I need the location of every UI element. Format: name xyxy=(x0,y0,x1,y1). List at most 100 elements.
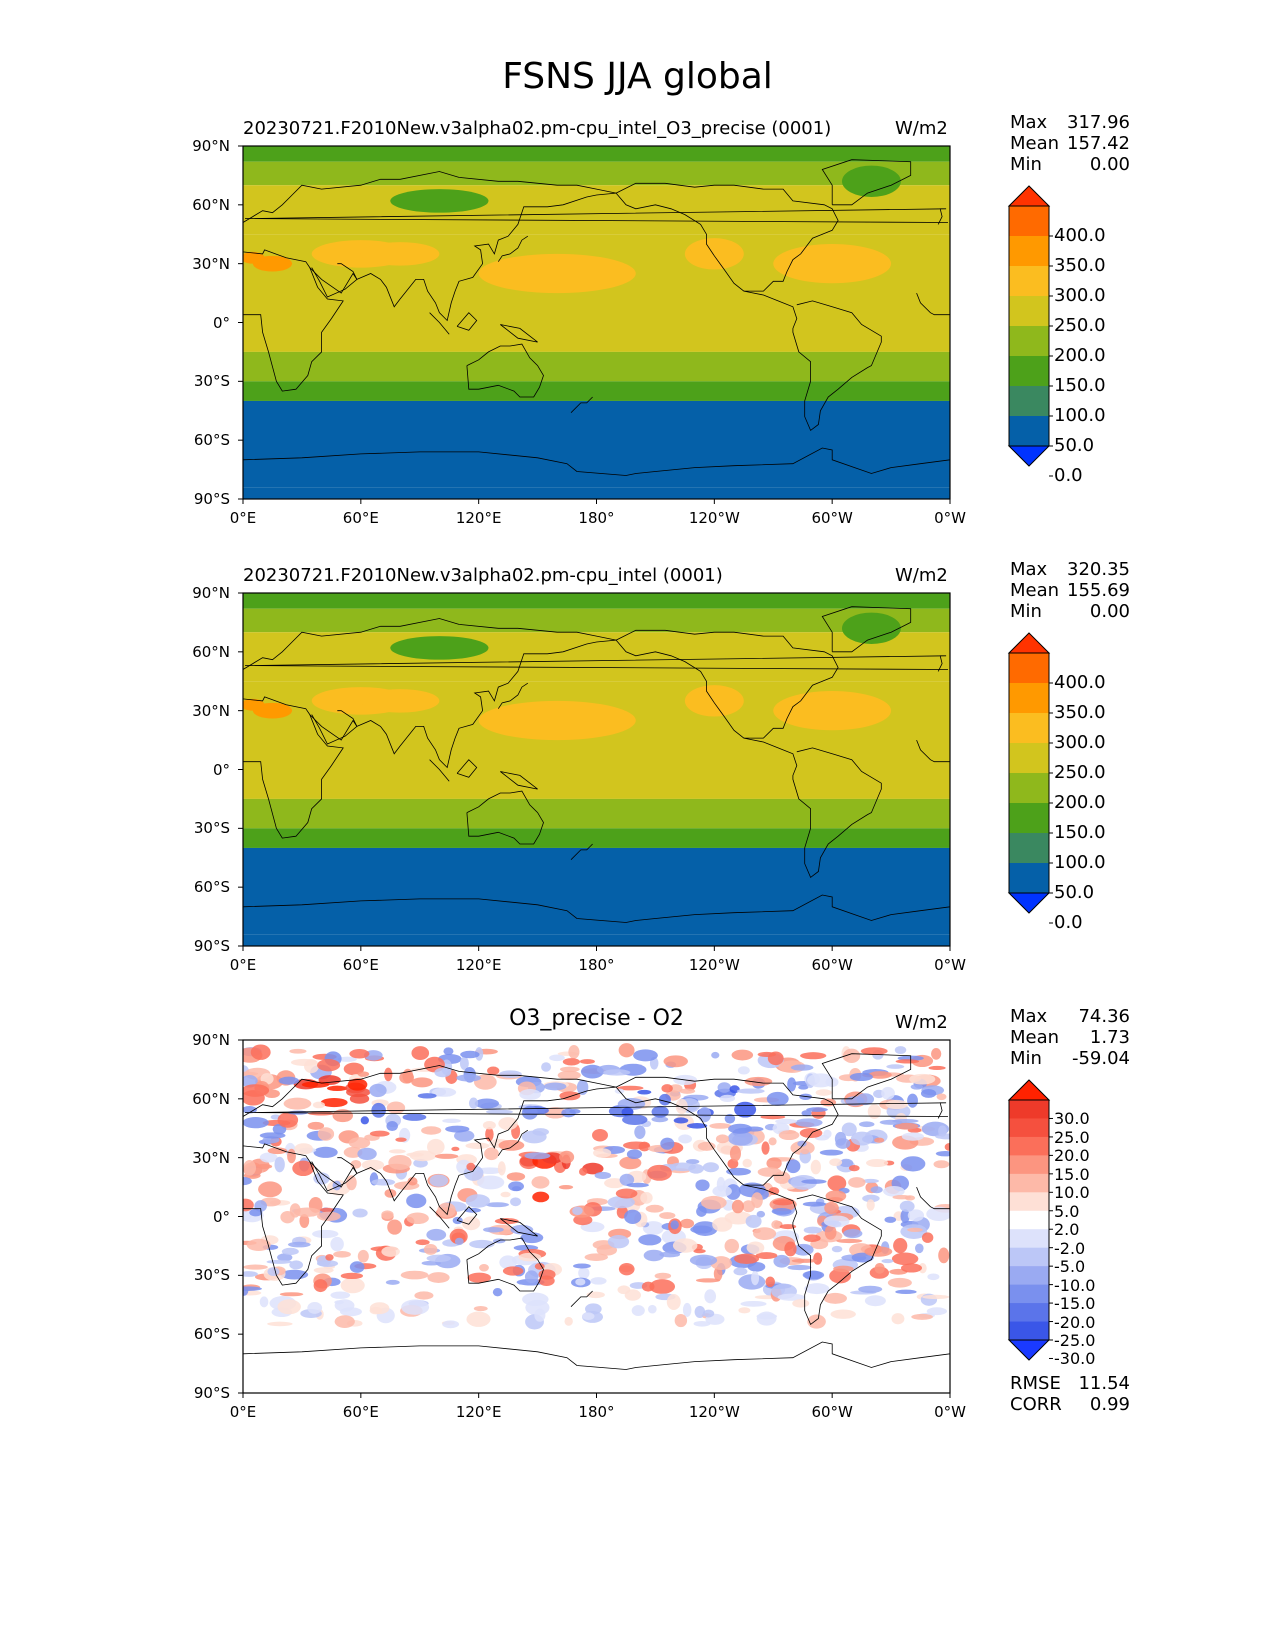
coastline xyxy=(916,739,950,763)
colorbar-segment xyxy=(1009,1192,1049,1212)
field-patch xyxy=(290,1058,318,1066)
field-patch xyxy=(823,1215,850,1228)
field-patch xyxy=(862,1194,880,1203)
colorbar-segment xyxy=(1009,1118,1049,1138)
colorbar-label: -10.0 xyxy=(1054,1275,1096,1295)
field-patch xyxy=(884,1216,897,1223)
panel-title: 20230721.F2010New.v3alpha02.pm-cpu_intel… xyxy=(243,565,723,586)
field-patch xyxy=(541,1062,552,1072)
field-patch xyxy=(819,1149,844,1156)
field-patch xyxy=(524,1270,539,1284)
field-patch xyxy=(386,1121,398,1132)
field-patch xyxy=(317,1059,341,1072)
field-patch xyxy=(267,1321,293,1327)
field-patch xyxy=(874,1262,885,1274)
lon-tick-label: 0°W xyxy=(934,956,966,974)
field-patch xyxy=(590,1277,607,1285)
field-patch xyxy=(519,1089,541,1100)
colorbar-segment xyxy=(1009,1100,1049,1119)
field-patch xyxy=(729,1145,741,1162)
field-patch xyxy=(747,1261,766,1272)
stat-value: 155.69 xyxy=(1067,580,1130,601)
field-patch xyxy=(660,1137,675,1150)
lat-tick-label: 0° xyxy=(212,313,230,332)
field-patch xyxy=(381,1210,394,1220)
field-patch xyxy=(797,1140,807,1147)
colorbar-segment xyxy=(1009,356,1049,387)
field-patch xyxy=(573,1214,593,1226)
field-patch xyxy=(384,1067,393,1082)
colorbar-segment xyxy=(1009,713,1049,744)
field-patch xyxy=(910,1084,924,1090)
field-patch xyxy=(485,1109,513,1115)
field-patch xyxy=(498,1117,518,1131)
field-patch xyxy=(454,1129,475,1142)
colorbar-segment xyxy=(1009,1303,1049,1323)
field-band xyxy=(243,487,950,499)
field-patch xyxy=(465,1194,490,1208)
field-patch xyxy=(467,1272,492,1283)
lat-tick-label: 90°S xyxy=(193,937,230,955)
lat-tick-label: 30°N xyxy=(192,1148,230,1167)
colorbar-label: 400.0 xyxy=(1054,225,1106,246)
field-patch xyxy=(733,1267,748,1276)
lon-tick-label: 120°E xyxy=(455,1403,502,1421)
coastline xyxy=(429,1206,450,1229)
lon-tick-label: 0°E xyxy=(229,956,257,974)
colorbar-label: -20.0 xyxy=(1054,1312,1096,1332)
field-patch xyxy=(320,1207,335,1213)
colorbar-label: 50.0 xyxy=(1054,435,1095,456)
coastline xyxy=(243,171,617,223)
field-patch xyxy=(894,1046,907,1055)
field-patch xyxy=(663,1055,688,1068)
field-patch xyxy=(701,1195,727,1210)
field-patch xyxy=(429,1174,449,1187)
colorbar-label: 150.0 xyxy=(1054,822,1106,843)
lon-tick-label: 0°W xyxy=(934,509,966,527)
stat-label: Mean xyxy=(1010,133,1060,154)
field-patch xyxy=(862,1178,879,1184)
field-patch xyxy=(349,1093,370,1104)
lat-tick-label: 30°S xyxy=(193,372,230,391)
stat-value: 157.42 xyxy=(1067,133,1130,154)
field-patch xyxy=(407,1177,418,1186)
field-patch xyxy=(651,1116,669,1123)
field-patch xyxy=(352,1208,368,1218)
field-patch xyxy=(559,1150,575,1164)
field-patch xyxy=(827,1175,847,1192)
coastline xyxy=(570,1290,593,1307)
lon-tick-label: 60°E xyxy=(342,1403,379,1421)
field-patch xyxy=(712,1185,732,1197)
coastline xyxy=(916,1186,950,1210)
stat-label: Min xyxy=(1010,601,1042,622)
field-patch xyxy=(843,1229,863,1239)
field-patch xyxy=(521,1105,538,1120)
field-patch xyxy=(768,1187,780,1195)
field-patch xyxy=(777,1293,805,1301)
colorbar-label: -15.0 xyxy=(1054,1294,1096,1314)
field-patch xyxy=(531,1176,550,1189)
field-patch xyxy=(830,1309,856,1319)
field-patch xyxy=(702,1162,719,1173)
field-patch xyxy=(641,1281,655,1292)
coastline xyxy=(309,192,617,322)
field-patch xyxy=(332,1109,354,1123)
colorbar-segment xyxy=(1009,266,1049,297)
field-patch xyxy=(775,1118,797,1125)
field-patch xyxy=(615,1188,638,1199)
field-patch xyxy=(689,1254,718,1266)
field-band xyxy=(243,185,950,235)
field-patch xyxy=(617,1097,646,1110)
field-band xyxy=(243,608,950,633)
field-patch xyxy=(400,1270,429,1280)
field-patch xyxy=(289,1260,304,1270)
field-patch xyxy=(388,1154,412,1170)
colorbar-segment xyxy=(1009,296,1049,327)
field-patch xyxy=(532,1191,550,1203)
field-patch xyxy=(654,1272,672,1280)
colorbar-label: 25.0 xyxy=(1054,1127,1090,1147)
field-patch xyxy=(825,1190,847,1202)
colorbar-segment xyxy=(1009,743,1049,774)
coastline xyxy=(916,292,950,316)
field-patch xyxy=(785,1159,801,1174)
